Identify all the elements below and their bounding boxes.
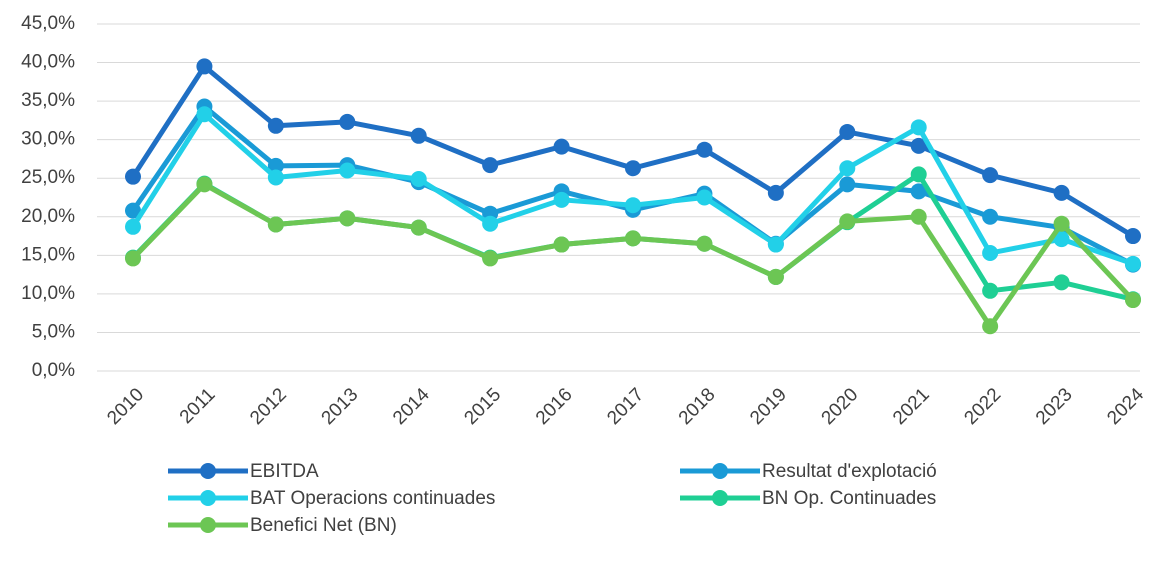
data-point [910,208,927,225]
x-tick-label: 2010 [103,384,148,429]
data-point [125,218,141,235]
data-point [1053,215,1070,232]
data-point [839,123,856,140]
y-tick-label: 40,0% [21,52,75,73]
data-point [910,166,927,183]
data-point [839,213,856,230]
data-point [839,176,856,193]
data-point [339,210,356,227]
data-point [767,184,784,201]
data-point [196,106,213,123]
data-point [482,215,499,232]
data-point [410,127,427,144]
data-point [125,168,141,185]
y-tick-label: 25,0% [21,167,75,188]
data-point [410,170,427,187]
data-point [553,236,570,253]
data-point [839,160,856,177]
data-point [982,318,999,335]
legend-label: EBITDA [250,461,319,482]
legend-label: BAT Operacions continuades [250,488,495,509]
data-point [482,250,499,267]
x-tick-label: 2012 [246,384,291,429]
x-tick-label: 2018 [675,384,720,429]
x-tick-label: 2016 [532,384,577,429]
data-point [625,160,641,177]
data-point [696,141,713,158]
data-point [339,162,356,179]
data-point [553,191,570,208]
data-point [625,230,641,247]
x-tick-label: 2022 [960,384,1005,429]
data-point [767,236,784,253]
y-tick-label: 35,0% [21,90,75,111]
data-point [982,245,999,262]
legend-marker [200,463,216,479]
y-tick-label: 45,0% [21,13,75,34]
data-point [267,216,284,233]
data-point [910,137,927,154]
data-point [767,268,784,285]
y-tick-label: 5,0% [32,321,75,342]
x-tick-label: 2014 [389,384,434,429]
legend-marker [200,517,216,533]
data-point [910,183,927,200]
data-point [1053,274,1070,291]
x-tick-label: 2024 [1103,384,1148,429]
data-point [125,202,141,219]
legend-marker [712,463,728,479]
data-point [1125,255,1141,272]
data-point [1053,231,1070,248]
data-point [625,197,641,214]
data-point [982,282,999,299]
data-point [196,176,213,193]
data-point [982,167,999,184]
data-point [696,189,713,206]
data-point [1053,184,1070,201]
data-point [267,169,284,186]
x-tick-label: 2011 [176,384,220,428]
x-tick-label: 2019 [746,384,791,429]
data-point [196,58,213,75]
data-point [267,157,284,174]
x-tick-label: 2023 [1032,384,1077,429]
x-tick-label: 2015 [460,384,505,429]
data-point [553,138,570,155]
x-tick-label: 2013 [318,384,363,429]
data-point [910,119,927,136]
y-tick-label: 15,0% [21,244,75,265]
x-tick-label: 2017 [603,384,648,429]
legend-label: Resultat d'explotació [762,461,937,482]
legend-marker [200,490,216,506]
data-point [982,208,999,225]
data-point [267,117,284,134]
y-tick-label: 10,0% [21,283,75,304]
x-tick-label: 2021 [889,384,934,429]
data-point [1125,292,1141,309]
x-tick-label: 2020 [818,384,863,429]
legend-marker [712,490,728,506]
legend-label: BN Op. Continuades [762,488,936,509]
data-point [696,235,713,252]
data-point [125,250,141,267]
y-tick-label: 30,0% [21,129,75,150]
y-tick-label: 20,0% [21,206,75,227]
legend-label: Benefici Net (BN) [250,515,397,536]
data-point [482,157,499,174]
data-point [1125,228,1141,245]
y-tick-label: 0,0% [32,360,75,381]
data-point [339,113,356,130]
data-point [410,219,427,236]
